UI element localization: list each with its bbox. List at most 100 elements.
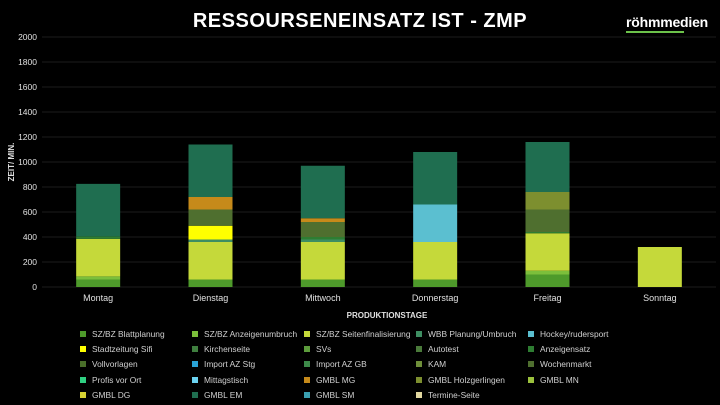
- legend-item: Profis vor Ort: [80, 375, 192, 385]
- legend-item: GMBL DG: [80, 390, 192, 400]
- y-tick-label: 1400: [18, 107, 37, 117]
- legend-label: Termine-Seite: [428, 389, 480, 400]
- legend-label: SZ/BZ Anzeigenumbruch: [204, 328, 298, 339]
- bar-segment: [525, 233, 570, 271]
- legend-item: Vollvorlagen: [80, 359, 192, 369]
- legend-label: Wochenmarkt: [540, 359, 592, 370]
- legend-item: SVs: [304, 344, 416, 354]
- y-tick-label: 800: [23, 182, 37, 192]
- bar-segment: [188, 239, 233, 242]
- legend-item: Termine-Seite: [416, 390, 528, 400]
- y-tick-label: 600: [23, 207, 37, 217]
- legend-item: Kirchenseite: [192, 344, 304, 354]
- legend-swatch: [528, 330, 534, 337]
- x-tick-label: Montag: [83, 293, 113, 303]
- bar-segment: [525, 142, 570, 192]
- legend-swatch: [416, 376, 422, 383]
- y-tick-label: 2000: [18, 32, 37, 42]
- y-tick-label: 200: [23, 257, 37, 267]
- y-tick-label: 1000: [18, 157, 37, 167]
- bar-segment: [525, 270, 570, 275]
- legend-row: Profis vor Ort Mittagstisch GMBL MG GMBL Ho…: [80, 372, 720, 387]
- legend-swatch: [416, 391, 422, 398]
- legend-item: GMBL MN: [528, 375, 640, 385]
- legend-item: SZ/BZ Seitenfinalisierung: [304, 329, 416, 339]
- legend-swatch: [192, 330, 198, 337]
- bar-segment: [300, 222, 345, 237]
- bar-segment: [300, 242, 345, 280]
- legend-item: Wochenmarkt: [528, 359, 640, 369]
- legend-swatch: [80, 330, 86, 337]
- legend-swatch: [304, 376, 310, 383]
- legend-label: Stadtzeitung Sifi: [92, 343, 153, 354]
- legend-label: GMBL EM: [204, 389, 243, 400]
- legend-row: GMBL DG GMBL EM GMBL SM Termine-Seite: [80, 387, 720, 402]
- x-tick-label: Freitag: [533, 293, 561, 303]
- x-axis-label: PRODUKTIONSTAGE: [347, 311, 428, 320]
- legend-label: Kirchenseite: [204, 343, 251, 354]
- legend-swatch: [528, 376, 534, 383]
- legend-label: GMBL DG: [92, 389, 131, 400]
- legend-label: GMBL SM: [316, 389, 355, 400]
- legend-swatch: [80, 361, 86, 368]
- legend-item: Import AZ GB: [304, 359, 416, 369]
- legend-label: KAM: [428, 359, 447, 370]
- bar-segment: [525, 209, 570, 232]
- bar-segment: [188, 144, 233, 197]
- legend-swatch: [416, 330, 422, 337]
- legend-swatch: [192, 391, 198, 398]
- legend-swatch: [304, 345, 310, 352]
- bar-segment: [413, 152, 458, 205]
- legend-label: GMBL MN: [540, 374, 579, 385]
- legend-item: Hockey/rudersport: [528, 329, 640, 339]
- legend-label: GMBL Holzgerlingen: [428, 374, 505, 385]
- legend-swatch: [192, 361, 198, 368]
- legend-swatch: [528, 345, 534, 352]
- legend-item: Import AZ Stg: [192, 359, 304, 369]
- bar-segment: [300, 279, 345, 287]
- bar-segment: [76, 236, 121, 239]
- legend-label: Vollvorlagen: [92, 359, 138, 370]
- legend-row: SZ/BZ Blattplanung SZ/BZ Anzeigenumbruch S…: [80, 326, 720, 341]
- bar-segment: [300, 165, 345, 219]
- bar-segment: [637, 247, 682, 287]
- bar-segment: [413, 279, 458, 287]
- x-tick-label: Donnerstag: [412, 293, 459, 303]
- bar-segment: [76, 276, 121, 280]
- x-tick-label: Sonntag: [643, 293, 677, 303]
- bar-segment: [525, 232, 570, 234]
- legend-label: Import AZ GB: [316, 359, 367, 370]
- bar-segment: [300, 218, 345, 222]
- legend-label: Anzeigensatz: [540, 343, 591, 354]
- legend-swatch: [416, 345, 422, 352]
- bar-segment: [188, 209, 233, 226]
- legend-swatch: [80, 345, 86, 352]
- legend-swatch: [80, 376, 86, 383]
- chart-legend: SZ/BZ Blattplanung SZ/BZ Anzeigenumbruch S…: [80, 326, 720, 402]
- legend-item: GMBL MG: [304, 375, 416, 385]
- y-tick-label: 0: [32, 282, 37, 292]
- legend-label: Hockey/rudersport: [540, 328, 609, 339]
- bar-segment: [188, 242, 233, 280]
- legend-label: Import AZ Stg: [204, 359, 256, 370]
- legend-item: GMBL Holzgerlingen: [416, 375, 528, 385]
- legend-row: Stadtzeitung Sifi Kirchenseite SVs Autotest…: [80, 341, 720, 356]
- y-tick-label: 1800: [18, 57, 37, 67]
- legend-item: Mittagstisch: [192, 375, 304, 385]
- legend-label: Mittagstisch: [204, 374, 249, 385]
- legend-swatch: [192, 376, 198, 383]
- legend-swatch: [304, 361, 310, 368]
- legend-swatch: [304, 391, 310, 398]
- y-axis-label: ZEIT/ MIN.: [7, 143, 16, 182]
- legend-item: GMBL SM: [304, 390, 416, 400]
- legend-swatch: [80, 391, 86, 398]
- x-tick-label: Mittwoch: [305, 293, 341, 303]
- y-tick-label: 1200: [18, 132, 37, 142]
- brand-logo: röhmmedien: [626, 14, 709, 30]
- legend-swatch: [416, 361, 422, 368]
- legend-swatch: [304, 330, 310, 337]
- legend-item: Stadtzeitung Sifi: [80, 344, 192, 354]
- bar-segment: [76, 279, 121, 287]
- legend-item: SZ/BZ Blattplanung: [80, 329, 192, 339]
